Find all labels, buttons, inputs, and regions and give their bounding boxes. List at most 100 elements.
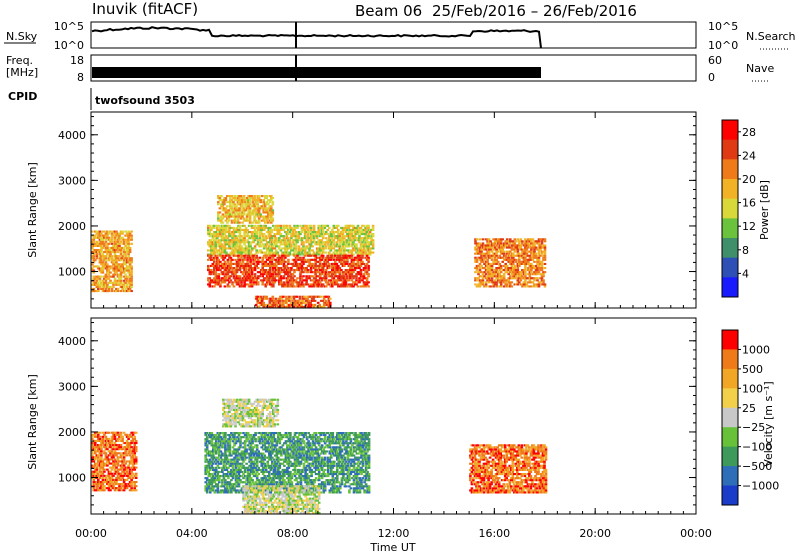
echo-cell (97, 472, 100, 475)
echo-cell (236, 195, 240, 198)
echo-cell (293, 271, 296, 274)
echo-cell (113, 263, 117, 266)
echo-cell (248, 213, 252, 216)
echo-cell (235, 271, 239, 274)
echo-cell (320, 271, 323, 274)
echo-cell (343, 226, 346, 229)
echo-cell (253, 281, 257, 284)
echo-cell (282, 253, 286, 256)
echo-cell (240, 398, 243, 401)
echo-cell (294, 249, 298, 252)
echo-cell (125, 251, 129, 254)
echo-cell (308, 264, 311, 267)
echo-cell (303, 297, 306, 300)
echo-cell (265, 211, 268, 214)
echo-cell (213, 224, 216, 227)
echo-cell (106, 236, 109, 239)
echo-cell (510, 271, 514, 274)
echo-cell (489, 248, 492, 251)
echo-cell (124, 267, 127, 270)
echo-cell (340, 260, 343, 263)
echo-cell (365, 239, 369, 242)
echo-cell (513, 275, 517, 278)
echo-cell (122, 442, 126, 445)
echo-cell (308, 247, 311, 250)
echo-cell (131, 458, 135, 461)
echo-cell (238, 201, 241, 204)
echo-cell (219, 226, 222, 229)
echo-cell (112, 466, 115, 469)
echo-cell (91, 230, 94, 233)
echo-cell (282, 239, 286, 242)
echo-cell (113, 236, 117, 239)
echo-cell (268, 301, 272, 304)
echo-cell (113, 435, 117, 438)
echo-cell (262, 404, 266, 407)
echo-cell (530, 238, 533, 241)
echo-cell (349, 228, 352, 231)
echo-cell (331, 228, 334, 231)
echo-cell (243, 249, 246, 252)
echo-cell (522, 256, 526, 259)
echo-cell (277, 305, 281, 308)
echo-cell (478, 281, 482, 284)
echo-cell (322, 301, 326, 304)
echo-cell (309, 283, 313, 286)
echo-cell (512, 244, 515, 247)
echo-cell (509, 281, 512, 284)
echo-cell (100, 481, 103, 484)
echo-cell (113, 242, 117, 245)
echo-cell (516, 238, 520, 241)
echo-cell (216, 279, 219, 282)
echo-cell (252, 262, 255, 265)
echo-cell (92, 489, 96, 492)
echo-cell (107, 439, 111, 442)
echo-cell (92, 236, 96, 239)
echo-cell (112, 246, 115, 249)
echo-cell (233, 221, 237, 224)
echo-cell (337, 224, 340, 227)
echo-cell (332, 247, 336, 250)
echo-cell (489, 269, 492, 272)
echo-cell (312, 239, 316, 242)
echo-cell (273, 247, 277, 250)
echo-cell (130, 466, 133, 469)
echo-cell (253, 235, 257, 238)
echo-cell (250, 249, 254, 252)
echo-cell (134, 460, 138, 463)
echo-cell (245, 219, 249, 222)
echo-cell (261, 415, 264, 418)
echo-cell (121, 470, 124, 473)
echo-cell (249, 281, 252, 284)
echo-cell (208, 256, 212, 259)
echo-cell (288, 295, 291, 298)
echo-cell (210, 264, 213, 267)
echo-cell (364, 228, 367, 231)
echo-cell (324, 273, 328, 276)
echo-cell (247, 203, 250, 206)
echo-cell (318, 295, 321, 298)
echo-cell (235, 281, 239, 284)
echo-cell (338, 245, 342, 248)
echo-cell (288, 297, 291, 300)
echo-cell (223, 201, 226, 204)
echo-cell (536, 256, 539, 259)
echo-cell (121, 242, 124, 245)
echo-cell (270, 205, 273, 208)
echo-cell (480, 252, 483, 255)
echo-cell (116, 458, 120, 461)
echo-cell (495, 285, 498, 288)
echo-cell (119, 259, 123, 262)
echo-cell (256, 305, 259, 308)
echo-cell (100, 261, 103, 264)
echo-cell (98, 464, 102, 467)
echo-cell (113, 244, 117, 247)
echo-cell (282, 264, 286, 267)
beam-label: Beam 06 (355, 2, 422, 20)
echo-cell (519, 275, 523, 278)
echo-cell (217, 253, 221, 256)
echo-cell (318, 256, 322, 259)
echo-cell (130, 242, 133, 245)
echo-cell (507, 246, 510, 249)
echo-cell (265, 209, 268, 212)
